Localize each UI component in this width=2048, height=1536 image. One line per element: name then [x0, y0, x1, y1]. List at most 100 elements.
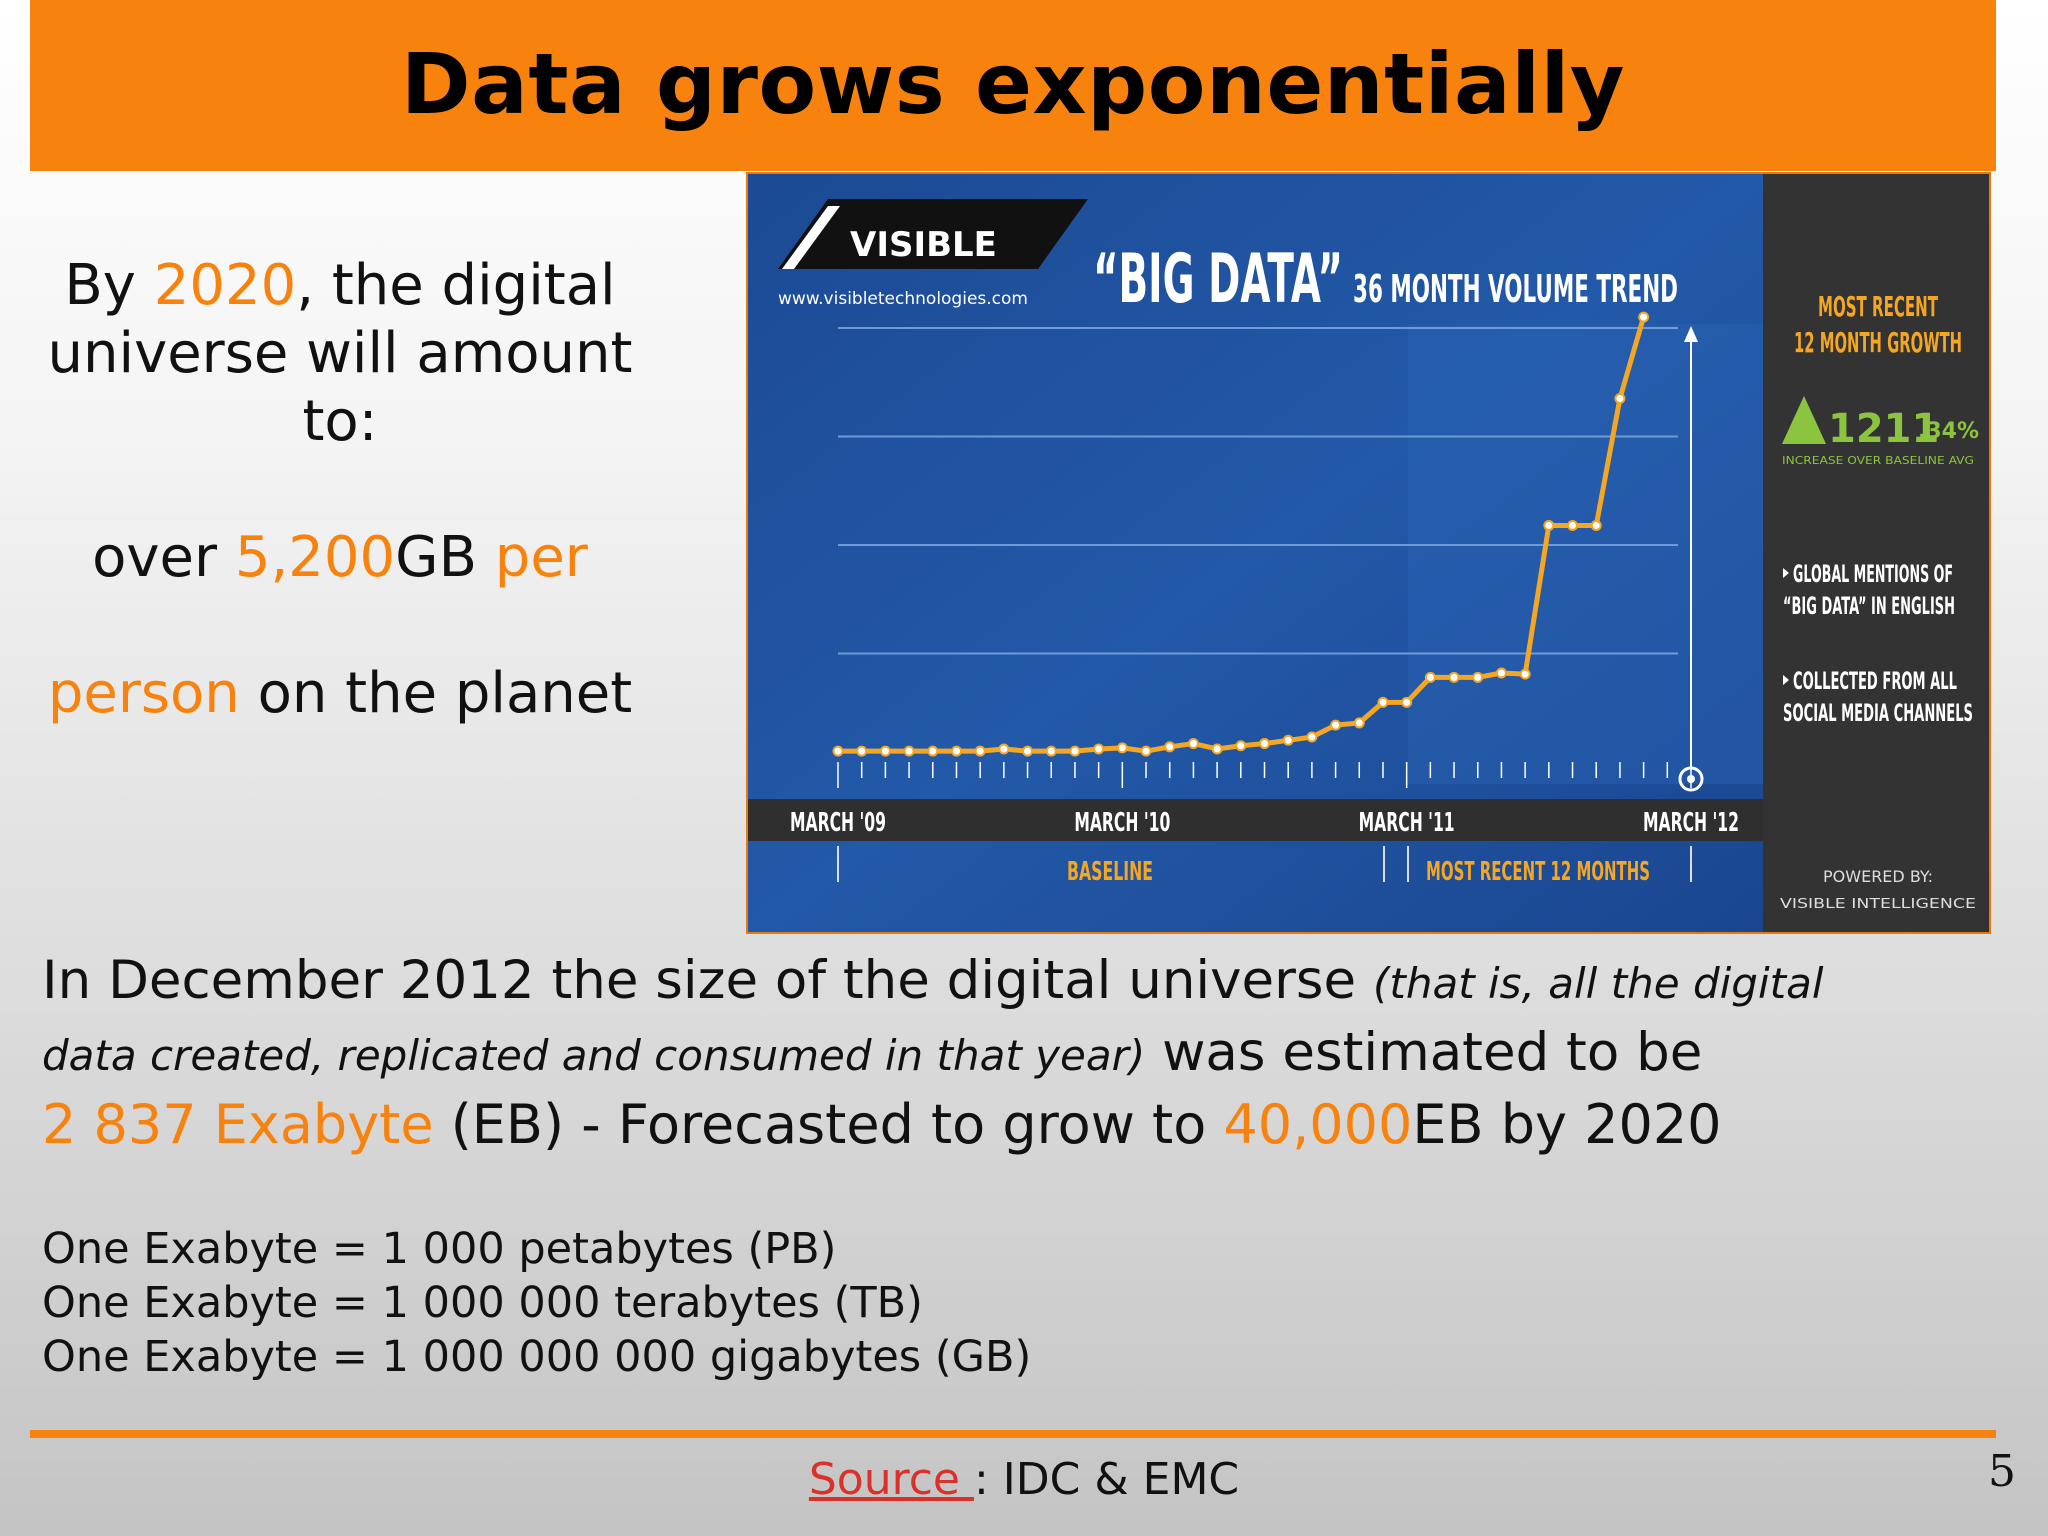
data-point [1448, 671, 1460, 683]
left-text: GB [395, 525, 495, 590]
growth-value-dec: .34% [1918, 419, 1979, 444]
para-italic: data created, replicated and consumed in… [42, 1031, 1146, 1080]
left-text: By [64, 253, 154, 318]
panel-heading-2: 12 MONTH GROWTH [1794, 326, 1962, 359]
left-line-4: over 5,200GB per [40, 524, 640, 592]
data-point [1140, 745, 1152, 757]
spacer [40, 456, 640, 524]
data-point [903, 745, 915, 757]
para-line-3: 2 837 Exabyte (EB) - Forecasted to grow … [42, 1090, 2002, 1159]
data-point [1495, 667, 1507, 679]
region-label-baseline: BASELINE [1067, 857, 1153, 887]
growth-caption: INCREASE OVER BASELINE AVG [1782, 454, 1974, 467]
data-point [1306, 731, 1318, 743]
source-text: : IDC & EMC [973, 1454, 1240, 1505]
para-italic: (that is, all the digital [1372, 959, 1824, 1008]
left-text: over [92, 525, 235, 590]
data-point [1187, 738, 1199, 750]
data-point [1638, 311, 1650, 323]
data-point [879, 745, 891, 757]
data-point [950, 745, 962, 757]
data-point [1022, 745, 1034, 757]
year-highlight: 2020 [153, 253, 297, 318]
person-highlight: person [47, 661, 240, 726]
exabyte-definitions: One Exabyte = 1 000 petabytes (PB) One E… [42, 1222, 1242, 1384]
bullet-icon [1783, 568, 1789, 578]
source-line: Source : IDC & EMC [0, 1450, 2048, 1510]
data-point [1567, 519, 1579, 531]
definition-item: One Exabyte = 1 000 000 000 gigabytes (G… [42, 1332, 1032, 1382]
data-point [1424, 671, 1436, 683]
spacer [40, 592, 640, 660]
arrow-origin-dot [1687, 775, 1695, 783]
x-tick-label: MARCH '11 [1359, 808, 1455, 838]
slide-title: Data grows exponentially [400, 34, 1626, 133]
logo-shape [778, 199, 1088, 269]
panel-bullet-2a: COLLECTED FROM ALL [1793, 667, 1957, 695]
para-text: (EB) - Forecasted to grow to [433, 1093, 1224, 1156]
visible-logo: VISIBLE www.visibletechnologies.com [778, 199, 1088, 309]
data-point [1164, 741, 1176, 753]
data-point [1519, 668, 1531, 680]
logo-url: www.visibletechnologies.com [778, 289, 1028, 309]
data-point [1590, 519, 1602, 531]
big-data-chart: VISIBLE www.visibletechnologies.com “BIG… [746, 172, 1991, 934]
para-line-1: In December 2012 the size of the digital… [42, 946, 2002, 1018]
definition-item: One Exabyte = 1 000 000 terabytes (TB) [42, 1278, 923, 1328]
x-labels: MARCH '09 MARCH '10 MARCH '11 MARCH '12 [790, 808, 1739, 838]
digital-universe-paragraph: In December 2012 the size of the digital… [42, 946, 2002, 1159]
data-point [1069, 745, 1081, 757]
forecast-highlight: 40,000 [1223, 1093, 1413, 1156]
region-label-recent: MOST RECENT 12 MONTHS [1426, 857, 1650, 887]
footer-divider [30, 1430, 1996, 1438]
x-tick-label: MARCH '10 [1074, 808, 1170, 838]
logo-stripe [782, 206, 840, 269]
data-point [998, 743, 1010, 755]
growth-value-int: 1211 [1828, 406, 1939, 452]
growth-arrow-head [1684, 326, 1698, 342]
left-line-3: to: [302, 389, 378, 454]
arrow-origin-ring [1678, 766, 1704, 792]
left-text: , the digital [296, 253, 616, 318]
data-point [1472, 671, 1484, 683]
exabyte-highlight: 2 837 Exabyte [42, 1093, 434, 1156]
bullet-icon [1783, 675, 1789, 685]
left-line-5: person on the planet [40, 660, 640, 728]
per-highlight: per [494, 525, 588, 590]
source-link[interactable]: Source [808, 1454, 974, 1505]
left-text: on the planet [239, 661, 633, 726]
series-points [832, 311, 1650, 757]
data-point [1377, 696, 1389, 708]
data-point [1235, 740, 1247, 752]
amount-highlight: 5,200 [234, 525, 396, 590]
left-line-1: By 2020, the digital [40, 252, 640, 320]
data-point [1211, 743, 1223, 755]
gridlines [838, 326, 1678, 655]
data-point [1401, 696, 1413, 708]
para-text: was estimated to be [1145, 1022, 1703, 1083]
data-point [927, 745, 939, 757]
title-bar: Data grows exponentially [30, 0, 1996, 171]
data-point [1045, 745, 1057, 757]
data-point [1543, 519, 1555, 531]
powered-by: POWERED BY: [1823, 867, 1933, 886]
panel-heading-1: MOST RECENT [1818, 290, 1938, 323]
data-point [1614, 392, 1626, 404]
para-line-2: data created, replicated and consumed in… [42, 1018, 2002, 1090]
chart-subtitle: 36 MONTH VOLUME TREND [1353, 267, 1678, 311]
data-point [856, 745, 868, 757]
x-tick-label: MARCH '09 [790, 808, 886, 838]
data-point [974, 745, 986, 757]
definition-item: One Exabyte = 1 000 petabytes (PB) [42, 1224, 837, 1274]
data-point [1259, 738, 1270, 750]
x-label-bar [748, 799, 1763, 841]
para-text: In December 2012 the size of the digital… [42, 950, 1373, 1011]
panel-bullet-1b: “BIG DATA” IN ENGLISH [1783, 592, 1955, 620]
powered-by-brand: VISIBLE INTELLIGENCE [1780, 897, 1976, 912]
left-text-block: By 2020, the digital universe will amoun… [40, 252, 640, 728]
logo-text: VISIBLE [850, 225, 997, 265]
data-point [832, 745, 844, 757]
page-number: 5 [1988, 1446, 2016, 1497]
left-line-2: universe will amount [47, 321, 633, 386]
chart-svg: VISIBLE www.visibletechnologies.com “BIG… [748, 174, 1989, 932]
